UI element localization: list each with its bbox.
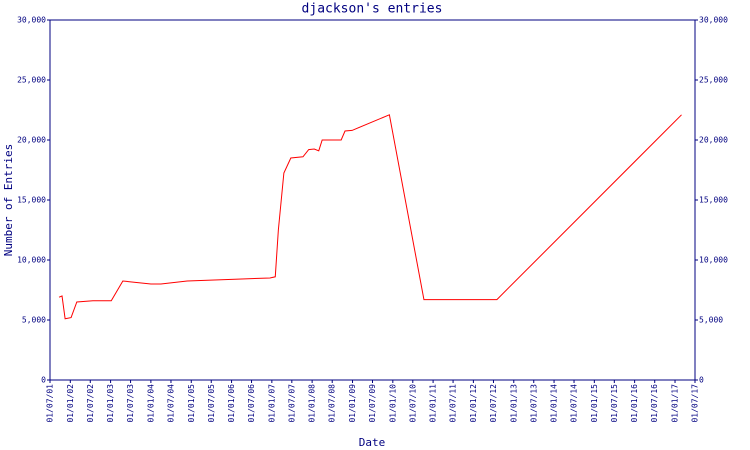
x-tick-label: 01/07/12 (489, 384, 498, 423)
x-tick-label: 01/01/12 (469, 384, 478, 423)
y2-tick-label: 5,000 (699, 316, 723, 325)
chart-title: djackson's entries (302, 2, 443, 17)
data-line (58, 114, 682, 320)
x-tick-label: 01/07/09 (368, 384, 377, 423)
y-tick-label: 15,000 (17, 196, 46, 205)
x-tick-label: 01/01/03 (106, 384, 115, 423)
y-axis-label: Number of Entries (2, 144, 15, 257)
x-tick-label: 01/01/15 (590, 384, 599, 423)
x-tick-label: 01/07/05 (207, 384, 216, 423)
x-tick-label: 01/07/02 (86, 384, 95, 423)
y-tick-label: 30,000 (17, 16, 46, 25)
y-tick-label: 10,000 (17, 256, 46, 265)
x-tick-label: 01/07/13 (529, 384, 538, 423)
y-tick-label: 25,000 (17, 76, 46, 85)
x-tick-label: 01/07/16 (650, 384, 659, 423)
x-tick-label: 01/07/03 (126, 384, 135, 423)
x-tick-label: 01/07/17 (691, 384, 700, 423)
y-tick-label: 20,000 (17, 136, 46, 145)
y2-tick-label: 10,000 (699, 256, 728, 265)
x-tick-label: 01/01/10 (388, 384, 397, 423)
x-axis-label: Date (359, 436, 386, 449)
x-tick-label: 01/01/16 (630, 384, 639, 423)
y2-tick-label: 0 (699, 376, 704, 385)
x-tick-label: 01/07/04 (166, 384, 175, 423)
x-tick-label: 01/07/08 (328, 384, 337, 423)
x-tick-label: 01/07/11 (449, 384, 458, 423)
y2-tick-label: 15,000 (699, 196, 728, 205)
x-tick-label: 01/01/13 (509, 384, 518, 423)
x-tick-label: 01/07/07 (287, 384, 296, 423)
plot-frame (49, 19, 696, 381)
x-tick-label: 01/01/14 (550, 384, 559, 423)
x-tick-label: 01/01/17 (671, 384, 680, 423)
x-tick-label: 01/07/06 (247, 384, 256, 423)
y-tick-label: 5,000 (22, 316, 46, 325)
x-tick-label: 01/07/10 (408, 384, 417, 423)
x-tick-label: 01/07/14 (570, 384, 579, 423)
x-tick-label: 01/07/15 (610, 384, 619, 423)
x-tick-label: 01/01/07 (267, 384, 276, 423)
x-tick-label: 01/01/08 (308, 384, 317, 423)
x-tick-label: 01/07/01 (46, 384, 55, 423)
y2-tick-label: 25,000 (699, 76, 728, 85)
y2-tick-label: 20,000 (699, 136, 728, 145)
x-tick-label: 01/01/11 (429, 384, 438, 423)
y2-tick-label: 30,000 (699, 16, 728, 25)
x-tick-label: 01/01/02 (66, 384, 75, 423)
x-tick-label: 01/01/06 (227, 384, 236, 423)
x-tick-label: 01/01/04 (146, 384, 155, 423)
x-tick-label: 01/01/09 (348, 384, 357, 423)
x-tick-label: 01/01/05 (187, 384, 196, 423)
y-tick-label: 0 (41, 376, 46, 385)
